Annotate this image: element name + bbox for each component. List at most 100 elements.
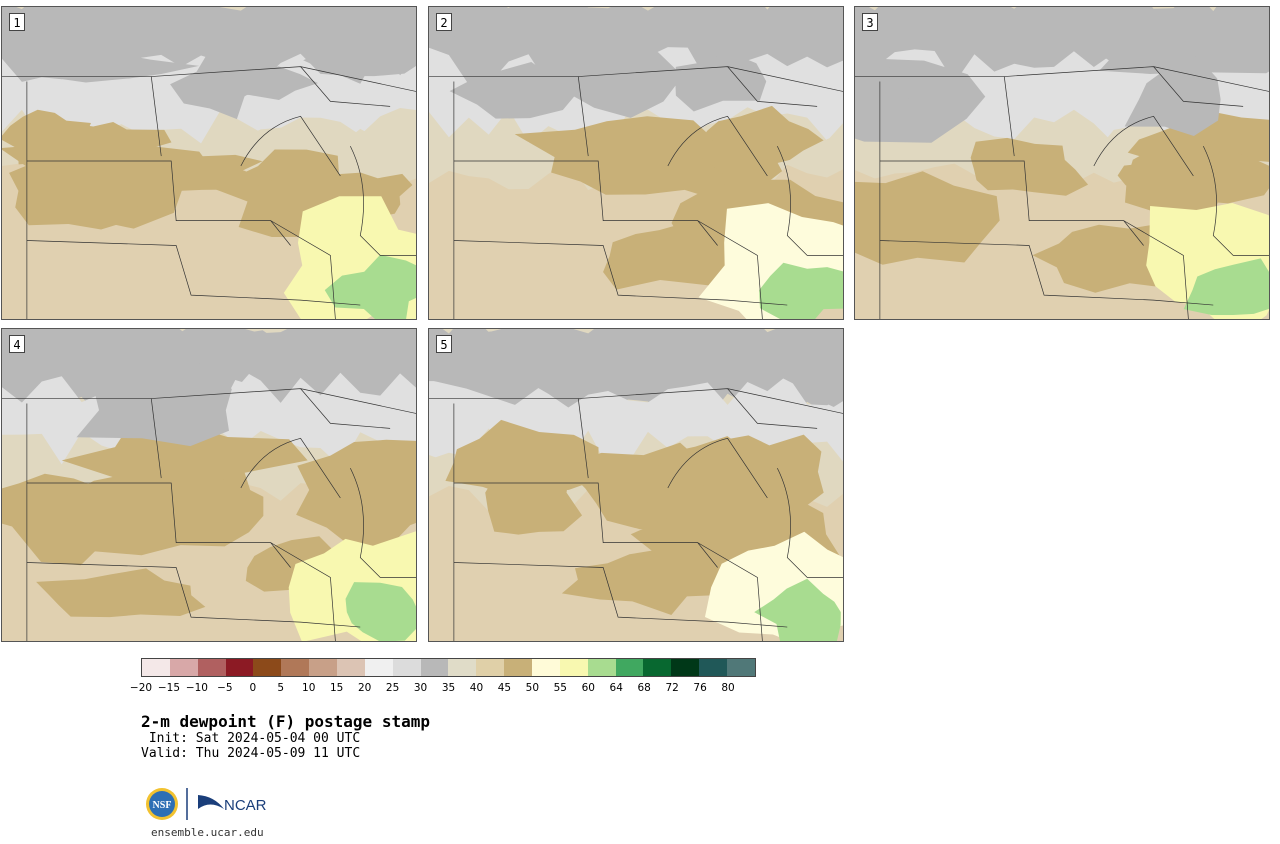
colorbar-tick-label: 45 (497, 682, 512, 694)
colorbar-segment (504, 659, 533, 676)
state-boundary (855, 66, 1269, 92)
state-boundary (727, 388, 818, 429)
dewpoint-map (429, 329, 843, 641)
colorbar-tick-label: 76 (693, 682, 707, 694)
dewpoint-region (754, 578, 841, 641)
dewpoint-region (449, 62, 579, 119)
state-boundary (270, 220, 336, 319)
dewpoint-region (2, 109, 91, 176)
dewpoint-region (1117, 149, 1269, 204)
dewpoint-region (514, 116, 730, 195)
colorbar-segment (532, 659, 560, 676)
dewpoint-map (855, 7, 1269, 319)
dewpoint-region (98, 329, 202, 374)
colorbar-segment (225, 659, 254, 676)
dewpoint-region (82, 149, 273, 192)
colorbar-segment (587, 659, 616, 676)
valid-time: Valid: Thu 2024-05-09 11 UTC (141, 746, 361, 761)
state-boundary (429, 66, 843, 92)
colorbar-tick-label: −5 (217, 682, 233, 694)
state-boundary (240, 437, 341, 499)
dewpoint-region (216, 149, 359, 238)
map-panel-4: 4 (1, 328, 417, 642)
dewpoint-region (970, 137, 1089, 196)
colorbar-segment (392, 659, 421, 676)
colorbar-tick-label: 64 (609, 682, 623, 694)
dewpoint-region (204, 66, 319, 101)
panel-number-label: 4 (9, 335, 25, 353)
state-boundary (667, 115, 768, 177)
state-boundary (429, 388, 843, 414)
state-boundary (727, 66, 818, 107)
state-boundary (1153, 66, 1244, 107)
ncar-swoosh-icon (198, 795, 224, 809)
dewpoint-region (296, 439, 416, 548)
dewpoint-region (36, 568, 206, 618)
colorbar-tick-label: 55 (553, 682, 567, 694)
colorbar-segment (253, 659, 282, 676)
state-boundary (240, 115, 341, 177)
state-boundary (697, 220, 763, 319)
dewpoint-region (1091, 44, 1269, 74)
colorbar-tick-label: 50 (525, 682, 540, 694)
map-panel-3: 3 (854, 6, 1270, 320)
state-boundary (26, 562, 361, 628)
colorbar-segment (142, 659, 170, 676)
state-boundary (270, 542, 336, 641)
state-boundary (26, 482, 291, 568)
website-url: ensemble.ucar.edu (151, 826, 264, 839)
colorbar-tick-label: 5 (277, 682, 285, 694)
panel-number-label: 3 (862, 13, 878, 31)
state-boundary (777, 467, 843, 578)
colorbar-tick-label: 25 (385, 682, 400, 694)
colorbar-segment (337, 659, 365, 676)
state-boundary (2, 66, 416, 92)
state-boundary (453, 562, 788, 628)
nsf-logo-text: NSF (153, 800, 172, 811)
state-boundary (150, 76, 162, 157)
state-boundary (667, 437, 768, 499)
colorbar-tick-label: 0 (249, 682, 257, 694)
dewpoint-region (429, 330, 560, 405)
colorbar-segment (309, 659, 338, 676)
colorbar-tick-label: 10 (302, 682, 316, 694)
colorbar-tick-label: 72 (665, 682, 679, 694)
dewpoint-region (41, 51, 200, 83)
dewpoint-region (324, 254, 416, 319)
colorbar-tick-label: −10 (185, 682, 208, 694)
state-boundary (879, 160, 1144, 246)
colorbar-tick-label: 68 (637, 682, 651, 694)
dewpoint-region (1183, 258, 1269, 316)
state-boundary (879, 240, 1214, 306)
colorbar-segment (420, 659, 449, 676)
state-boundary (350, 145, 416, 256)
state-boundary (697, 542, 763, 641)
nsf-ncar-logo: NSF NCAR (146, 788, 267, 820)
colorbar-tick-label: 40 (469, 682, 484, 694)
panel-number-label: 5 (436, 335, 452, 353)
dewpoint-region (303, 34, 416, 77)
dewpoint-map (2, 329, 416, 641)
dewpoint-colorbar (141, 658, 756, 677)
dewpoint-region (76, 369, 232, 447)
dewpoint-region (675, 51, 767, 112)
colorbar-segment (169, 659, 198, 676)
dewpoint-map (2, 7, 416, 319)
dewpoint-region (855, 60, 924, 119)
colorbar-tick-label: 15 (329, 682, 344, 694)
state-boundary (577, 398, 589, 479)
dewpoint-map (429, 7, 843, 319)
state-boundary (453, 482, 718, 568)
map-panel-2: 2 (428, 6, 844, 320)
map-panel-5: 5 (428, 328, 844, 642)
colorbar-segment (727, 659, 755, 676)
state-boundary (577, 76, 589, 157)
chart-title: 2-m dewpoint (F) postage stamp (141, 712, 430, 731)
colorbar-tick-label: 30 (413, 682, 428, 694)
state-boundary (1003, 76, 1015, 157)
colorbar-tick-label: −20 (129, 682, 153, 694)
colorbar-tick-label: 35 (441, 682, 456, 694)
state-boundary (300, 66, 391, 107)
state-boundary (777, 145, 843, 256)
dewpoint-region (445, 12, 533, 55)
